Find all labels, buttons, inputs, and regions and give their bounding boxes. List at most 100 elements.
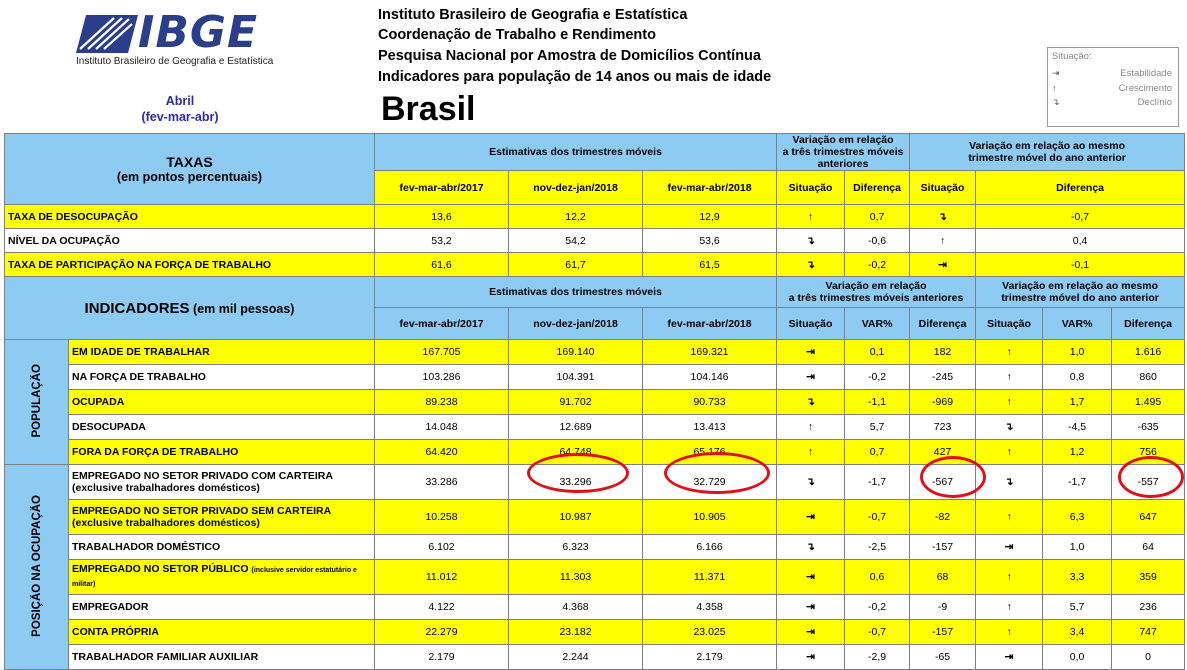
group-populacao: POPULAÇÃO [4,339,69,465]
indicator-value: 90.733 [642,389,778,415]
indicator-label-text: EMPREGADO NO SETOR PRIVADO COM CARTEIRA … [72,470,333,494]
situation-arrow-icon: ↴ [909,204,977,229]
legend-title: Situação: [1052,51,1092,62]
indicator-var-percent: 1,2 [1042,439,1113,465]
indicator-value: 2.179 [374,644,510,670]
situation-arrow-icon: ↴ [776,534,846,560]
arrow-down-hook-icon: ↴ [1052,97,1060,107]
indicator-difference: 236 [1111,594,1186,620]
rate-label: TAXA DE PARTICIPAÇÃO NA FORÇA DE TRABALH… [3,252,376,277]
diferenca-header: Diferença [1111,307,1186,340]
header-line: trimestre móvel do ano anterior [1001,292,1159,304]
indicator-var-percent: 5,7 [844,414,911,440]
diferenca-header: Diferença [975,170,1186,205]
legend-label: Declínio [1137,97,1172,108]
indicator-label-text: TRABALHADOR FAMILIAR AUXILIAR [72,651,259,663]
indicator-value: 14.048 [374,414,510,440]
logo-subtitle: Instituto Brasileiro de Geografia e Esta… [76,56,274,67]
indicator-row: TRABALHADOR DOMÉSTICO 6.102 6.323 6.166 ↴ -2,… [5,534,1186,560]
rate-value: 54,2 [508,228,644,253]
rate-value: 61,7 [508,252,644,277]
situation-arrow-icon: ⇥ [776,499,846,535]
indicator-var-percent: -0,2 [844,594,911,620]
labor-indicators-table: TAXAS (em pontos percentuais) Estimativa… [3,133,1186,670]
rate-difference: 0,7 [844,204,911,229]
ibge-logo-icon [76,15,138,53]
situation-arrow-icon: ↑ [776,439,846,465]
situation-arrow-icon: ⇥ [776,559,846,595]
header-line: Variação em relação [825,280,927,292]
situation-arrow-icon: ↴ [975,464,1044,500]
indicator-difference: 1.616 [1111,339,1186,365]
indicator-value: 89.238 [374,389,510,415]
indicator-var-percent: -4,5 [1042,414,1113,440]
diferenca-header: Diferença [909,307,977,340]
indicator-label: TRABALHADOR FAMILIAR AUXILIAR [67,644,376,670]
rate-difference: -0,7 [975,204,1186,229]
indicator-label: EMPREGADO NO SETOR PRIVADO SEM CARTEIRA … [67,499,376,535]
indicator-var-percent: -0,7 [844,619,911,645]
situation-arrow-icon: ↑ [975,439,1044,465]
indicator-var-percent: 0,1 [844,339,911,365]
situation-arrow-icon: ↑ [975,339,1044,365]
header-line: trimestre móvel do ano anterior [968,152,1126,164]
indicator-label-text: NA FORÇA DE TRABALHO [72,371,206,383]
indicator-difference: 1.495 [1111,389,1186,415]
header-line: Variação em relação [792,134,894,147]
legend-item-stability: ⇥ Estabilidade [1052,68,1174,81]
indicator-value: 103.286 [374,364,510,390]
indicator-label: EMPREGADO NO SETOR PRIVADO COM CARTEIRA … [67,464,376,500]
rates-estimates-header: Estimativas dos trimestres móveis [374,133,778,171]
indicator-label-text: CONTA PRÓPRIA [72,626,159,638]
indicator-value: 10.987 [508,499,644,535]
indicator-value: 169.140 [508,339,644,365]
indicator-row: NA FORÇA DE TRABALHO 103.286 104.391 104.14… [5,364,1186,390]
situation-arrow-icon: ↴ [776,228,846,253]
indicator-value: 64.748 [508,439,644,465]
situation-arrow-icon: ↑ [776,204,846,229]
indicator-label-text: EMPREGADO NO SETOR PRIVADO SEM CARTEIRA … [72,505,331,529]
indicator-var-percent: 1,7 [1042,389,1113,415]
indicator-value: 12.689 [508,414,644,440]
period-header: fev-mar-abr/2017 [374,170,510,205]
situation-arrow-icon: ⇥ [776,619,846,645]
rates-subtitle: (em pontos percentuais) [116,170,263,184]
situacao-header: Situação [909,170,977,205]
indicator-var-percent: -1,1 [844,389,911,415]
indicators-title: INDICADORES [84,299,190,317]
indicator-value: 23.182 [508,619,644,645]
indicator-difference: 860 [1111,364,1186,390]
indicators-title-suffix: (em mil pessoas) [189,301,295,316]
indicator-var-percent: -0,2 [844,364,911,390]
situation-arrow-icon: ↴ [975,414,1044,440]
situation-arrow-icon: ⇥ [975,644,1044,670]
indicator-value: 169.321 [642,339,778,365]
indicator-value: 4.358 [642,594,778,620]
indicator-value: 2.179 [642,644,778,670]
logo-wordmark: IBGE [138,7,259,58]
indicator-label: EMPREGADO NO SETOR PÚBLICO (inclusive se… [67,559,376,595]
indicator-label-note: (inclusive servidor estatutário e milita… [72,567,357,588]
header-line: a três trimestres móveis anteriores [782,146,904,170]
period-range: (fev-mar-abr) [141,110,219,124]
indicator-label-text: EM IDADE DE TRABALHAR [72,346,210,358]
rate-row: NÍVEL DA OCUPAÇÃO 53,2 54,2 53,6 ↴ -0,6 ↑ 0,4 [3,228,1186,253]
header-line-institute: Instituto Brasileiro de Geografia e Esta… [378,7,688,23]
indicator-row: CONTA PRÓPRIA 22.279 23.182 23.025 ⇥ -0,7 -157… [5,619,1186,645]
indicator-difference: 647 [1111,499,1186,535]
period-header: fev-mar-abr/2018 [642,170,778,205]
indicator-var-percent: 0,7 [844,439,911,465]
situation-arrow-icon: ↑ [776,414,846,440]
indicator-value: 22.279 [374,619,510,645]
rate-value: 13,6 [374,204,510,229]
header-line-survey: Pesquisa Nacional por Amostra de Domicíl… [378,48,761,64]
indicators-title-cell: INDICADORES (em mil pessoas) [3,276,376,340]
indicator-difference: -635 [1111,414,1186,440]
indicator-value: 104.391 [508,364,644,390]
indicator-row: EMPREGADO NO SETOR PÚBLICO (inclusive se… [5,559,1186,595]
indicator-difference: 68 [909,559,977,595]
indicator-difference: -65 [909,644,977,670]
indicator-value: 11.371 [642,559,778,595]
situation-arrow-icon: ⇥ [776,594,846,620]
situation-legend: Situação: ⇥ Estabilidade ↑ Crescimento ↴… [1047,47,1179,127]
